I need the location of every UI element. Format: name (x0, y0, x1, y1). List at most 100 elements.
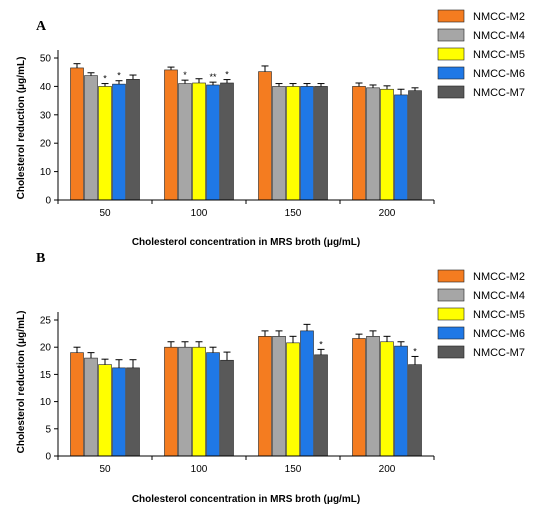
panel-a-label: A (36, 19, 47, 34)
bar (98, 86, 112, 201)
legend-label: NMCC-M5 (473, 309, 525, 321)
panel-b-axes (57, 312, 434, 457)
bar (352, 338, 366, 457)
bar (220, 82, 234, 201)
bar (408, 364, 422, 457)
x-tick-label: 50 (99, 208, 111, 219)
y-tick-label: 40 (40, 82, 52, 93)
legend-label: NMCC-M2 (473, 271, 525, 283)
bar (272, 336, 286, 457)
bar (164, 69, 178, 201)
legend-label: NMCC-M7 (473, 347, 525, 359)
legend-swatch (437, 85, 465, 99)
y-tick-label: 10 (40, 397, 52, 408)
panel-b-bars (70, 330, 422, 457)
bar (178, 346, 192, 457)
x-tick-label: 150 (285, 208, 302, 219)
bar (286, 86, 300, 201)
legend-label: NMCC-M6 (473, 68, 525, 80)
bar (112, 83, 126, 201)
legend-label: NMCC-M6 (473, 328, 525, 340)
panel-b-error-bars (73, 323, 419, 368)
bar (380, 88, 394, 201)
bar (84, 75, 98, 201)
bar (352, 86, 366, 201)
bar (258, 71, 272, 201)
bar (380, 341, 394, 457)
panel-a-error-bars (73, 63, 419, 95)
bar (84, 357, 98, 457)
bar (300, 86, 314, 201)
bar (98, 364, 112, 457)
y-tick-label: 10 (40, 167, 52, 178)
y-tick-label: 25 (40, 316, 52, 327)
panel-b-x-ticks: 50 100 150 200 (57, 456, 435, 475)
significance-marker: * (225, 70, 229, 80)
legend-label: NMCC-M4 (473, 290, 525, 302)
legend-swatch (437, 326, 465, 340)
significance-marker: * (103, 74, 107, 84)
bar (126, 79, 140, 201)
legend-swatch (437, 345, 465, 359)
panel-b-x-axis-label: Cholesterol concentration in MRS broth (… (132, 494, 360, 505)
legend-swatch (437, 9, 465, 23)
legend-swatch (437, 288, 465, 302)
bar (192, 82, 206, 201)
bar (394, 94, 408, 201)
panel-a-annotations: * * * ** * (103, 70, 229, 84)
legend-swatch (437, 307, 465, 321)
legend-label: NMCC-M2 (473, 11, 525, 23)
bar (70, 352, 84, 457)
bar (164, 346, 178, 457)
significance-marker: * (319, 339, 323, 349)
panel-b-legend: NMCC-M2 NMCC-M4 NMCC-M5 NMCC-M6 NMCC-M7 (437, 269, 525, 359)
panel-b: B Cholesterol reduction (μg/mL) Choleste… (16, 251, 525, 505)
x-tick-label: 150 (285, 464, 302, 475)
y-tick-label: 15 (40, 370, 52, 381)
panel-b-label: B (36, 251, 45, 266)
bar (300, 330, 314, 457)
y-tick-label: 5 (45, 424, 51, 435)
legend-label: NMCC-M5 (473, 49, 525, 61)
panel-a-x-ticks: 50 100 150 200 (57, 200, 435, 219)
legend-label: NMCC-M4 (473, 30, 525, 42)
x-tick-label: 100 (191, 464, 208, 475)
bar (206, 352, 220, 457)
panel-b-y-ticks: 0 5 10 15 20 25 (40, 316, 58, 463)
significance-marker: * (183, 70, 187, 80)
panel-b-annotations: ** (319, 339, 417, 356)
y-tick-label: 30 (40, 110, 52, 121)
legend-swatch (437, 47, 465, 61)
y-tick-label: 0 (45, 452, 51, 463)
x-tick-label: 200 (379, 464, 396, 475)
panel-a-y-axis-label: Cholesterol reduction (μg/mL) (16, 57, 27, 200)
panel-a-axes (57, 50, 434, 201)
x-tick-label: 100 (191, 208, 208, 219)
bar (112, 367, 126, 457)
bar (126, 367, 140, 457)
x-tick-label: 50 (99, 464, 111, 475)
panel-a-x-axis-label: Cholesterol concentration in MRS broth (… (132, 237, 360, 248)
legend-swatch (437, 28, 465, 42)
bar (394, 345, 408, 457)
bar (70, 67, 84, 201)
bar (314, 354, 328, 457)
panel-a-y-ticks: 0 10 20 30 40 50 (40, 54, 58, 207)
bar (314, 86, 328, 201)
panel-a-legend: NMCC-M2 NMCC-M4 NMCC-M5 NMCC-M6 NMCC-M7 (437, 9, 525, 99)
bar (178, 83, 192, 201)
bar (272, 86, 286, 201)
panel-b-y-axis-label: Cholesterol reduction (μg/mL) (16, 311, 27, 454)
bar (408, 90, 422, 201)
y-tick-label: 0 (45, 196, 51, 207)
bar (366, 87, 380, 201)
bar (192, 346, 206, 457)
bar (206, 84, 220, 201)
legend-swatch (437, 66, 465, 80)
panel-a: A Cholesterol reduction (μg/mL) Choleste… (16, 9, 525, 248)
legend-label: NMCC-M7 (473, 87, 525, 99)
bar (258, 336, 272, 457)
y-tick-label: 50 (40, 54, 52, 65)
significance-marker: * (117, 71, 121, 81)
